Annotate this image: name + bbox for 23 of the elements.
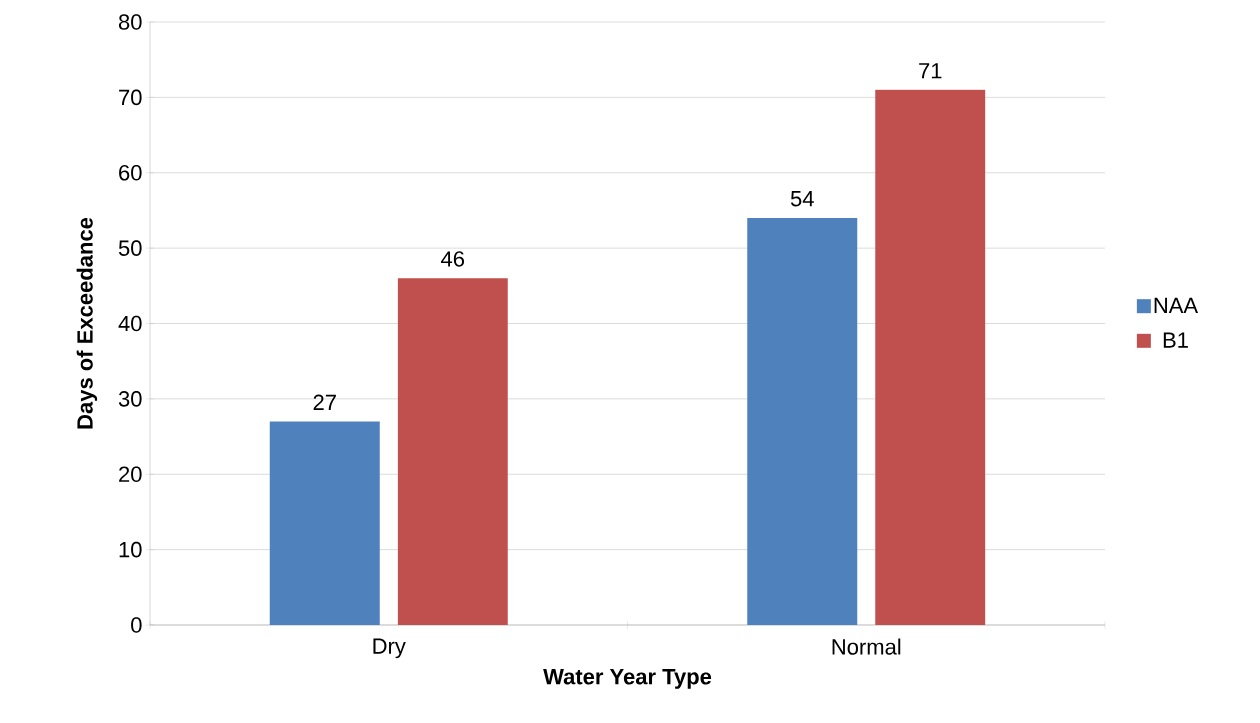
- y-tick-label: 70: [119, 89, 142, 106]
- data-label: 71: [919, 63, 942, 79]
- y-tick-label: 10: [119, 541, 142, 558]
- y-tick-label: 30: [118, 391, 142, 407]
- x-axis-title: Water Year Type: [543, 669, 712, 689]
- y-tick-label: 0: [131, 617, 142, 633]
- y-tick-label: 80: [118, 14, 142, 30]
- x-tick-label: Normal: [832, 638, 901, 655]
- bar: [269, 421, 380, 625]
- y-axis-title: Days of Exceedance: [76, 217, 98, 429]
- bar: [747, 217, 858, 625]
- y-tick-label: 60: [119, 164, 142, 181]
- legend-label: B1: [1163, 332, 1188, 348]
- x-tick-label: Dry: [373, 638, 406, 659]
- data-label: 46: [441, 251, 465, 267]
- bar: [397, 278, 508, 625]
- data-label: 27: [313, 394, 336, 410]
- y-tick-label: 20: [119, 466, 142, 483]
- data-label: 54: [790, 191, 814, 207]
- y-tick-label: 40: [118, 315, 142, 332]
- y-tick-label: 50: [118, 240, 142, 256]
- legend-label: NAA: [1154, 297, 1199, 313]
- bar: [875, 89, 986, 625]
